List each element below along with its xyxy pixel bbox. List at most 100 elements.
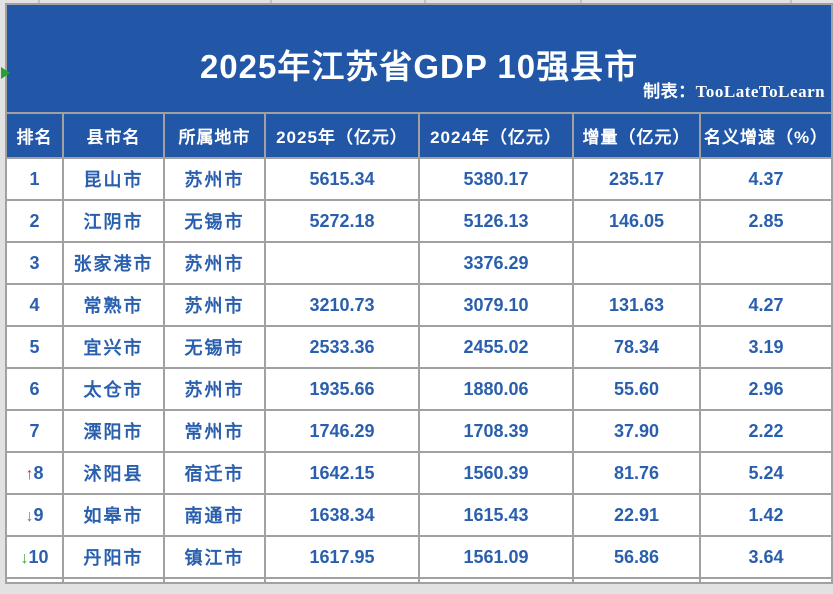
city-cell[interactable]: 张家港市 [62, 241, 165, 285]
rank-up-arrow-icon: ↑ [25, 465, 34, 483]
column-header-2[interactable]: 所属地市 [163, 112, 266, 159]
table-row: ↑8 沭阳县 宿迁市 1642.15 1560.39 81.76 5.24 [5, 451, 833, 495]
grid-tick [270, 0, 272, 4]
gdp-2025-cell[interactable]: 1935.66 [264, 367, 420, 411]
column-header-4[interactable]: 2024年（亿元） [418, 112, 574, 159]
increase-cell[interactable]: 22.91 [572, 493, 701, 537]
gdp-2024-cell[interactable]: 5126.13 [418, 199, 574, 243]
prefecture-cell[interactable]: 镇江市 [163, 535, 266, 579]
growth-cell[interactable]: 3.19 [698, 325, 833, 369]
column-header-3[interactable]: 2025年（亿元） [264, 112, 420, 159]
growth-cell[interactable]: 4.27 [698, 283, 833, 327]
growth-cell[interactable]: 5.24 [698, 451, 833, 495]
rank-value: 5 [29, 336, 40, 357]
gdp-2024-cell[interactable]: 2455.02 [418, 325, 574, 369]
increase-cell[interactable]: 55.60 [572, 367, 701, 411]
gdp-2025-cell[interactable]: 5615.34 [264, 157, 420, 201]
increase-cell[interactable]: 81.76 [572, 451, 701, 495]
gdp-2025-cell[interactable]: 2533.36 [264, 325, 420, 369]
gdp-2025-cell[interactable]: 5272.18 [264, 199, 420, 243]
rank-cell[interactable]: ↓9 [5, 493, 64, 537]
growth-cell[interactable]: 2.22 [698, 409, 833, 453]
city-cell[interactable]: 沭阳县 [62, 451, 165, 495]
prefecture-cell[interactable]: 无锡市 [163, 199, 266, 243]
increase-cell[interactable]: 37.90 [572, 409, 701, 453]
gdp-2024-cell[interactable]: 1561.09 [418, 535, 574, 579]
partial-cell[interactable] [572, 577, 701, 584]
rank-value: 9 [33, 504, 44, 525]
growth-cell[interactable]: 4.37 [698, 157, 833, 201]
gdp-2025-cell[interactable]: 1638.34 [264, 493, 420, 537]
city-cell[interactable]: 江阴市 [62, 199, 165, 243]
title-banner-cell[interactable]: 2025年江苏省GDP 10强县市 制表：TooLateToLearn [4, 3, 833, 114]
city-cell[interactable]: 常熟市 [62, 283, 165, 327]
table-row: 1 昆山市 苏州市 5615.34 5380.17 235.17 4.37 [5, 157, 833, 201]
growth-cell[interactable] [698, 241, 833, 285]
increase-cell[interactable]: 56.86 [572, 535, 701, 579]
gdp-2024-cell[interactable]: 5380.17 [418, 157, 574, 201]
growth-cell[interactable]: 1.42 [698, 493, 833, 537]
increase-cell[interactable]: 235.17 [572, 157, 701, 201]
gdp-2025-cell[interactable]: 1617.95 [264, 535, 420, 579]
prefecture-cell[interactable]: 苏州市 [163, 157, 266, 201]
column-header-1[interactable]: 县市名 [62, 112, 165, 159]
rank-cell[interactable]: 7 [5, 409, 64, 453]
rank-cell[interactable]: 5 [5, 325, 64, 369]
city-cell[interactable]: 溧阳市 [62, 409, 165, 453]
partial-cell[interactable] [62, 577, 165, 584]
column-header-0[interactable]: 排名 [5, 112, 64, 159]
table-row: 7 溧阳市 常州市 1746.29 1708.39 37.90 2.22 [5, 409, 833, 453]
gdp-2024-cell[interactable]: 1560.39 [418, 451, 574, 495]
partial-cell[interactable] [264, 577, 420, 584]
rank-cell[interactable]: 3 [5, 241, 64, 285]
rank-cell[interactable]: ↓10 [5, 535, 64, 579]
city-cell[interactable]: 太仓市 [62, 367, 165, 411]
prefecture-cell[interactable]: 常州市 [163, 409, 266, 453]
partial-cell[interactable] [163, 577, 266, 584]
prefecture-cell[interactable]: 苏州市 [163, 241, 266, 285]
rank-value: 3 [29, 252, 40, 273]
prefecture-cell[interactable]: 苏州市 [163, 367, 266, 411]
gdp-2025-cell[interactable]: 3210.73 [264, 283, 420, 327]
rank-cell[interactable]: ↑8 [5, 451, 64, 495]
growth-cell[interactable]: 2.96 [698, 367, 833, 411]
gdp-2025-cell[interactable]: 1642.15 [264, 451, 420, 495]
partial-cell[interactable] [418, 577, 574, 584]
increase-cell[interactable]: 131.63 [572, 283, 701, 327]
growth-cell[interactable]: 2.85 [698, 199, 833, 243]
increase-cell[interactable]: 78.34 [572, 325, 701, 369]
grid-tick [424, 0, 426, 4]
column-header-6[interactable]: 名义增速（%） [698, 112, 833, 159]
gdp-2024-cell[interactable]: 1615.43 [418, 493, 574, 537]
prefecture-cell[interactable]: 无锡市 [163, 325, 266, 369]
table-row: 2 江阴市 无锡市 5272.18 5126.13 146.05 2.85 [5, 199, 833, 243]
increase-cell[interactable]: 146.05 [572, 199, 701, 243]
city-cell[interactable]: 如皋市 [62, 493, 165, 537]
prefecture-cell[interactable]: 苏州市 [163, 283, 266, 327]
city-cell[interactable]: 丹阳市 [62, 535, 165, 579]
grid-tick [790, 0, 792, 4]
gdp-2024-cell[interactable]: 3079.10 [418, 283, 574, 327]
rank-cell[interactable]: 2 [5, 199, 64, 243]
partial-cell[interactable] [5, 577, 64, 584]
prefecture-cell[interactable]: 南通市 [163, 493, 266, 537]
column-header-5[interactable]: 增量（亿元） [572, 112, 701, 159]
gdp-2024-cell[interactable]: 3376.29 [418, 241, 574, 285]
gdp-2025-cell[interactable]: 1746.29 [264, 409, 420, 453]
city-cell[interactable]: 宜兴市 [62, 325, 165, 369]
rank-value: 1 [29, 168, 40, 189]
gdp-2025-cell[interactable] [264, 241, 420, 285]
rank-cell[interactable]: 4 [5, 283, 64, 327]
partial-cell[interactable] [698, 577, 833, 584]
grid-tick [38, 0, 40, 4]
prefecture-cell[interactable]: 宿迁市 [163, 451, 266, 495]
title-banner-row: 2025年江苏省GDP 10强县市 制表：TooLateToLearn [4, 3, 833, 114]
gdp-2024-cell[interactable]: 1708.39 [418, 409, 574, 453]
credit-label: 制表：TooLateToLearn [643, 82, 826, 101]
city-cell[interactable]: 昆山市 [62, 157, 165, 201]
growth-cell[interactable]: 3.64 [698, 535, 833, 579]
rank-cell[interactable]: 1 [5, 157, 64, 201]
increase-cell[interactable] [572, 241, 701, 285]
gdp-2024-cell[interactable]: 1880.06 [418, 367, 574, 411]
rank-cell[interactable]: 6 [5, 367, 64, 411]
